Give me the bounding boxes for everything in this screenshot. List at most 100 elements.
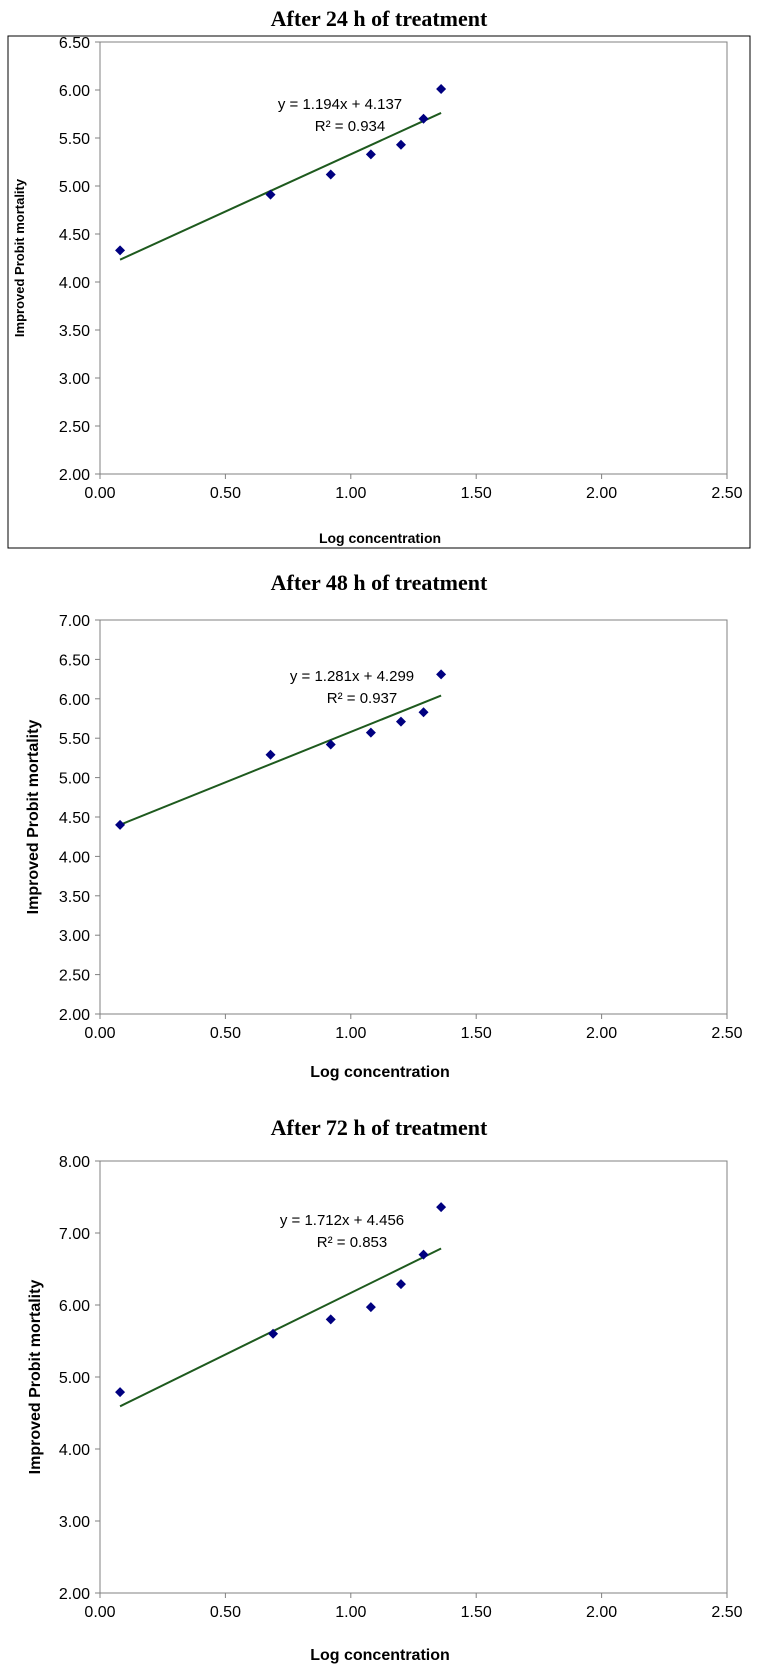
chart-24h-y-tick-label: 3.50 bbox=[59, 323, 90, 340]
chart-48h-y-tick-label: 6.50 bbox=[59, 652, 90, 669]
chart-24h-data-point bbox=[325, 169, 336, 180]
chart-72h-data-point bbox=[268, 1328, 279, 1339]
chart-48h-data-point bbox=[115, 819, 126, 830]
chart-48h-y-tick-label: 2.00 bbox=[59, 1007, 90, 1024]
chart-72h-y-tick-label: 4.00 bbox=[59, 1442, 90, 1459]
chart-24h-y-tick-label: 3.00 bbox=[59, 371, 90, 388]
chart-48h-x-tick-label: 0.00 bbox=[84, 1025, 115, 1042]
chart-48h-y-tick-label: 5.50 bbox=[59, 731, 90, 748]
chart-24h-x-ticks: 0.00 0.50 1.00 1.50 2.00 2.50 bbox=[84, 474, 743, 502]
chart-48h-r2: R² = 0.937 bbox=[327, 690, 397, 707]
chart-48h-y-tick-label: 6.00 bbox=[59, 692, 90, 709]
chart-48h-x-tick-label: 1.00 bbox=[335, 1025, 366, 1042]
chart-72h-x-ticks: 0.00 0.50 1.00 1.50 2.00 2.50 bbox=[84, 1593, 743, 1621]
chart-72h-y-tick-label: 6.00 bbox=[59, 1298, 90, 1315]
chart-72h-equation: y = 1.712x + 4.456 bbox=[280, 1212, 404, 1229]
chart-48h-x-ticks: 0.00 0.50 1.00 1.50 2.00 2.50 bbox=[84, 1014, 743, 1042]
chart-24h-y-tick-label: 5.00 bbox=[59, 179, 90, 196]
chart-72h-data-point bbox=[365, 1302, 376, 1313]
chart-24h-y-tick-label: 2.00 bbox=[59, 467, 90, 484]
chart-72h-data-point bbox=[325, 1314, 336, 1325]
chart-48h-data-point bbox=[265, 749, 276, 760]
chart-24h-y-tick-label: 2.50 bbox=[59, 419, 90, 436]
chart-24h-data-point bbox=[365, 149, 376, 160]
chart-24h-y-tick-label: 6.50 bbox=[59, 35, 90, 52]
chart-48h-x-tick-label: 0.50 bbox=[210, 1025, 241, 1042]
chart-48h-y-tick-label: 4.50 bbox=[59, 810, 90, 827]
chart-48h-y-ticks: 2.00 2.50 3.00 3.50 4.00 4.50 5.00 5.50 6.00 6.50… bbox=[59, 613, 100, 1024]
chart-48h: After 48 h of treatment 2.00 2.50 3.00 3.50… bbox=[25, 570, 743, 1081]
chart-24h-frame bbox=[7, 35, 751, 549]
chart-48h-y-tick-label: 7.00 bbox=[59, 613, 90, 630]
chart-72h-x-tick-label: 0.50 bbox=[210, 1604, 241, 1621]
chart-72h-data-point bbox=[418, 1249, 429, 1260]
chart-24h-y-tick-label: 4.50 bbox=[59, 227, 90, 244]
chart-24h-y-tick-label: 6.00 bbox=[59, 83, 90, 100]
chart-72h-y-axis-label: Improved Probit mortality bbox=[27, 1280, 44, 1475]
chart-72h-points bbox=[115, 1202, 447, 1398]
chart-48h-y-tick-label: 2.50 bbox=[59, 968, 90, 985]
chart-24h-trendline bbox=[119, 112, 442, 261]
chart-72h-trendline bbox=[119, 1247, 442, 1408]
chart-48h-y-tick-label: 3.00 bbox=[59, 928, 90, 945]
chart-48h-x-tick-label: 1.50 bbox=[461, 1025, 492, 1042]
chart-72h-x-tick-label: 1.50 bbox=[461, 1604, 492, 1621]
chart-72h-y-tick-label: 2.00 bbox=[59, 1586, 90, 1603]
chart-48h-data-point bbox=[325, 739, 336, 750]
chart-72h-data-point bbox=[115, 1387, 126, 1398]
chart-48h-x-tick-label: 2.00 bbox=[586, 1025, 617, 1042]
chart-24h-r2: R² = 0.934 bbox=[315, 118, 385, 135]
chart-48h-points bbox=[115, 669, 447, 830]
chart-24h-data-point bbox=[418, 113, 429, 124]
chart-48h-data-point bbox=[418, 707, 429, 718]
chart-48h-data-point bbox=[365, 727, 376, 738]
chart-24h-title: After 24 h of treatment bbox=[271, 6, 488, 31]
chart-48h-y-tick-label: 3.50 bbox=[59, 889, 90, 906]
chart-72h-y-tick-label: 5.00 bbox=[59, 1370, 90, 1387]
chart-24h-y-axis-label: Improved Probit mortality bbox=[12, 178, 27, 337]
chart-24h-x-axis-label: Log concentration bbox=[319, 530, 441, 546]
chart-72h-x-axis-label: Log concentration bbox=[310, 1647, 450, 1664]
chart-48h-y-axis-label: Improved Probit mortality bbox=[25, 720, 42, 915]
chart-72h-title: After 72 h of treatment bbox=[271, 1115, 488, 1140]
chart-24h-data-point bbox=[115, 245, 126, 256]
chart-48h-x-tick-label: 2.50 bbox=[711, 1025, 742, 1042]
chart-24h-y-tick-label: 5.50 bbox=[59, 131, 90, 148]
chart-24h-data-point bbox=[265, 189, 276, 200]
chart-72h-plot-area bbox=[99, 1160, 728, 1594]
chart-48h-equation: y = 1.281x + 4.299 bbox=[290, 668, 414, 685]
chart-72h-data-point bbox=[436, 1202, 447, 1213]
chart-72h-x-tick-label: 1.00 bbox=[335, 1604, 366, 1621]
chart-24h-y-ticks: 2.00 2.50 3.00 3.50 4.00 4.50 5.00 5.50 6.00 6.50 bbox=[59, 35, 100, 484]
chart-24h-x-tick-label: 2.50 bbox=[711, 485, 742, 502]
chart-24h: After 24 h of treatment 2.00 2.50 3.00 3.50… bbox=[7, 6, 751, 549]
chart-72h-y-ticks: 2.00 3.00 4.00 5.00 6.00 7.00 8.00 bbox=[59, 1154, 100, 1603]
chart-48h-data-point bbox=[395, 716, 406, 727]
chart-48h-y-tick-label: 4.00 bbox=[59, 849, 90, 866]
chart-72h-y-tick-label: 8.00 bbox=[59, 1154, 90, 1171]
chart-48h-data-point bbox=[436, 669, 447, 680]
chart-24h-x-tick-label: 1.00 bbox=[335, 485, 366, 502]
chart-48h-y-tick-label: 5.00 bbox=[59, 771, 90, 788]
chart-24h-y-tick-label: 4.00 bbox=[59, 275, 90, 292]
chart-24h-x-tick-label: 1.50 bbox=[461, 485, 492, 502]
chart-24h-plot-area bbox=[99, 41, 728, 475]
chart-72h-x-tick-label: 2.00 bbox=[586, 1604, 617, 1621]
chart-72h-y-tick-label: 3.00 bbox=[59, 1514, 90, 1531]
chart-24h-data-point bbox=[436, 84, 447, 95]
chart-24h-points bbox=[115, 84, 447, 256]
chart-72h-r2: R² = 0.853 bbox=[317, 1234, 387, 1251]
chart-24h-x-tick-label: 0.00 bbox=[84, 485, 115, 502]
chart-48h-title: After 48 h of treatment bbox=[271, 570, 488, 595]
chart-48h-x-axis-label: Log concentration bbox=[310, 1064, 450, 1081]
chart-24h-x-tick-label: 0.50 bbox=[210, 485, 241, 502]
chart-72h-x-tick-label: 2.50 bbox=[711, 1604, 742, 1621]
chart-48h-trendline bbox=[119, 694, 442, 826]
chart-24h-data-point bbox=[395, 139, 406, 150]
chart-72h-data-point bbox=[395, 1279, 406, 1290]
chart-72h: After 72 h of treatment 2.00 3.00 4.00 5.00… bbox=[27, 1115, 743, 1664]
chart-24h-equation: y = 1.194x + 4.137 bbox=[278, 96, 402, 113]
chart-72h-y-tick-label: 7.00 bbox=[59, 1226, 90, 1243]
chart-72h-x-tick-label: 0.00 bbox=[84, 1604, 115, 1621]
